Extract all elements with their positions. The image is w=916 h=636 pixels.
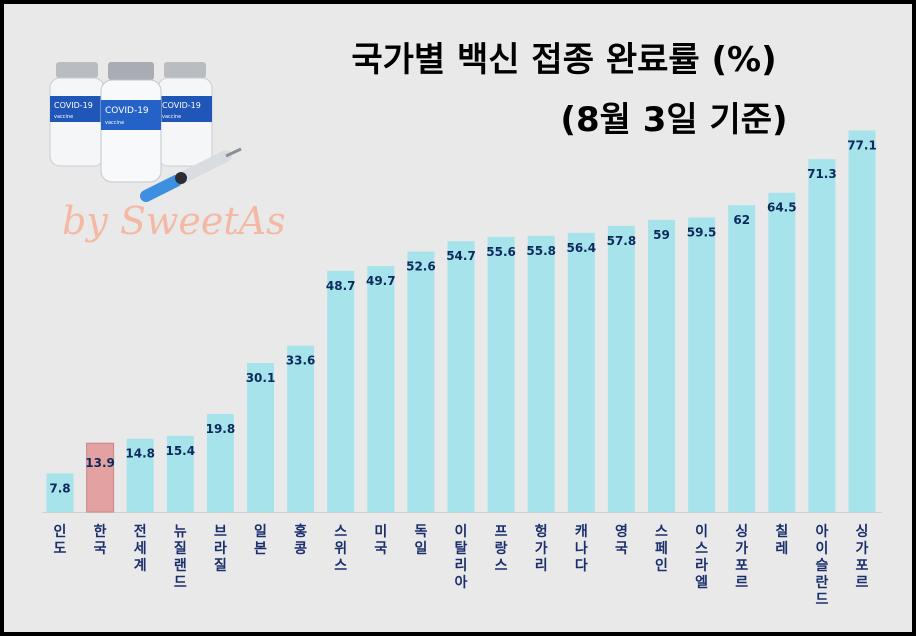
data-label: 71.3 bbox=[807, 167, 837, 181]
data-label: 19.8 bbox=[206, 422, 236, 436]
data-label: 62 bbox=[733, 213, 750, 227]
bar bbox=[567, 232, 595, 513]
data-label: 48.7 bbox=[326, 279, 356, 293]
chart-frame: COVID-19 vaccine COVID-19 vaccine COVID-… bbox=[4, 4, 912, 632]
data-label: 30.1 bbox=[246, 371, 276, 385]
bar bbox=[688, 217, 716, 512]
vial-label: COVID-19 bbox=[162, 101, 201, 110]
bar bbox=[327, 270, 355, 512]
bar bbox=[247, 363, 274, 512]
bar bbox=[808, 159, 836, 512]
bar bbox=[607, 225, 635, 512]
vial-sublabel: vaccine bbox=[105, 120, 124, 126]
syringe-icon bbox=[140, 147, 242, 202]
data-label: 77.1 bbox=[847, 138, 877, 152]
bar bbox=[367, 266, 395, 512]
bar bbox=[86, 442, 115, 513]
chart-subtitle: (8월 3일 기준) bbox=[560, 100, 788, 140]
data-label: 57.8 bbox=[607, 234, 637, 248]
bar bbox=[407, 251, 435, 512]
data-label: 15.4 bbox=[165, 444, 195, 458]
data-label: 55.6 bbox=[486, 245, 516, 259]
bar bbox=[166, 435, 194, 512]
data-label: 49.7 bbox=[366, 274, 396, 288]
vial-left: COVID-19 vaccine bbox=[49, 62, 105, 167]
data-label: 33.6 bbox=[286, 354, 316, 368]
data-label: 59.5 bbox=[687, 226, 717, 240]
data-label: 55.8 bbox=[526, 244, 556, 258]
data-label: 56.4 bbox=[566, 241, 596, 255]
vial-right: COVID-19 vaccine bbox=[157, 62, 213, 167]
bar bbox=[728, 205, 756, 512]
bar bbox=[527, 235, 555, 513]
vial-sublabel: vaccine bbox=[54, 114, 73, 120]
vaccine-vials-image: COVID-19 vaccine COVID-19 vaccine COVID-… bbox=[49, 62, 242, 202]
bar-chart: 7.8 인 도 13.9 한 국 14.8 전 세 계 15.4 뉴 질 랜 드 19.8 브 라 질 30.1 일 본 3… bbox=[42, 130, 882, 608]
data-label: 64.5 bbox=[767, 201, 797, 215]
data-label: 52.6 bbox=[406, 260, 436, 274]
bar bbox=[287, 345, 315, 512]
data-label: 59 bbox=[653, 228, 670, 242]
vial-center: COVID-19 vaccine bbox=[100, 62, 162, 183]
bar bbox=[46, 473, 74, 512]
vial-label: COVID-19 bbox=[54, 101, 93, 110]
watermark-text: by SweetAs bbox=[62, 199, 286, 243]
data-label: 54.7 bbox=[446, 249, 476, 263]
bar bbox=[487, 236, 515, 513]
data-label: 7.8 bbox=[49, 481, 70, 495]
vial-sublabel: vaccine bbox=[162, 114, 181, 120]
bar bbox=[848, 130, 876, 512]
bar bbox=[648, 219, 675, 512]
chart-title: 국가별 백신 접종 완료률 (%) bbox=[351, 40, 777, 80]
bar bbox=[768, 192, 796, 512]
vial-label: COVID-19 bbox=[105, 106, 149, 116]
bar bbox=[206, 414, 234, 512]
bar bbox=[447, 241, 475, 512]
data-label: 13.9 bbox=[85, 456, 115, 470]
bar bbox=[126, 438, 154, 512]
data-label: 14.8 bbox=[125, 447, 155, 461]
